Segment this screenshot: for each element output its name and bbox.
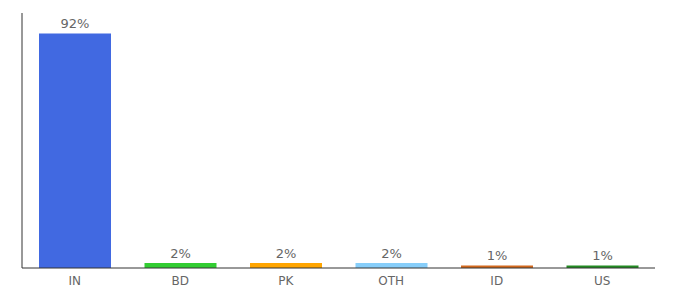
svg-text:92%: 92% bbox=[61, 16, 90, 31]
svg-text:US: US bbox=[594, 274, 610, 288]
svg-text:1%: 1% bbox=[487, 248, 508, 263]
svg-text:OTH: OTH bbox=[378, 274, 404, 288]
svg-text:2%: 2% bbox=[170, 246, 191, 261]
svg-text:1%: 1% bbox=[592, 248, 613, 263]
svg-text:BD: BD bbox=[172, 274, 189, 288]
svg-text:2%: 2% bbox=[276, 246, 297, 261]
svg-text:IN: IN bbox=[68, 274, 81, 288]
svg-text:PK: PK bbox=[278, 274, 294, 288]
svg-text:ID: ID bbox=[490, 274, 503, 288]
svg-text:2%: 2% bbox=[381, 246, 402, 261]
